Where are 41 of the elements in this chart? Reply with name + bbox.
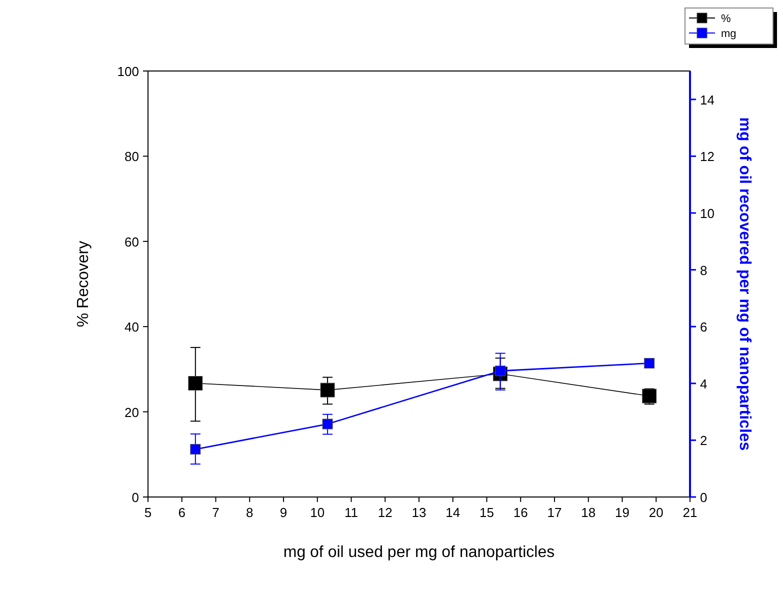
point xyxy=(190,444,201,455)
x-tick-label: 9 xyxy=(280,505,288,520)
x-tick-label: 16 xyxy=(513,505,528,520)
x-tick-label: 11 xyxy=(344,505,358,520)
y2-tick-label: 6 xyxy=(700,320,708,335)
legend-label: % xyxy=(721,13,731,25)
y-tick-label: 20 xyxy=(124,404,139,420)
y-tick-label: 0 xyxy=(132,490,139,505)
x-tick-label: 15 xyxy=(480,505,494,520)
x-tick-label: 13 xyxy=(412,505,426,520)
y-axis-title: % Recovery xyxy=(75,240,92,328)
y2-axis-title: mg of oil recovered per mg of nanoparticles xyxy=(736,117,753,451)
x-tick-label: 12 xyxy=(378,505,392,520)
x-tick-label: 18 xyxy=(581,505,596,520)
y-tick-label: 100 xyxy=(117,64,139,79)
x-tick-label: 5 xyxy=(144,505,152,520)
y2-tick-label: 12 xyxy=(700,149,714,164)
y-tick-label: 40 xyxy=(124,320,139,335)
y-tick-label: 80 xyxy=(124,149,139,164)
y2-tick-label: 10 xyxy=(700,206,714,221)
y2-tick-label: 8 xyxy=(700,262,708,278)
x-tick-label: 20 xyxy=(648,505,664,520)
point xyxy=(188,376,203,391)
x-tick-label: 7 xyxy=(212,505,220,520)
x-axis-title: mg of oil used per mg of nanoparticles xyxy=(283,544,555,561)
y-tick-label: 60 xyxy=(124,234,139,250)
legend-label: mg xyxy=(721,28,736,40)
point xyxy=(644,358,655,368)
y2-tick-label: 2 xyxy=(700,433,708,448)
x-tick-label: 8 xyxy=(246,505,254,520)
x-tick-label: 17 xyxy=(547,505,562,520)
x-tick-label: 19 xyxy=(615,505,630,520)
x-tick-label: 14 xyxy=(446,505,460,520)
y2-tick-label: 14 xyxy=(700,92,714,108)
point xyxy=(320,382,335,398)
y2-tick-label: 0 xyxy=(700,490,708,505)
x-tick-label: 21 xyxy=(682,505,698,520)
x-tick-label: 6 xyxy=(178,505,186,520)
x-tick-label: 10 xyxy=(310,505,325,520)
y2-tick-label: 4 xyxy=(700,376,708,392)
point xyxy=(322,418,333,430)
